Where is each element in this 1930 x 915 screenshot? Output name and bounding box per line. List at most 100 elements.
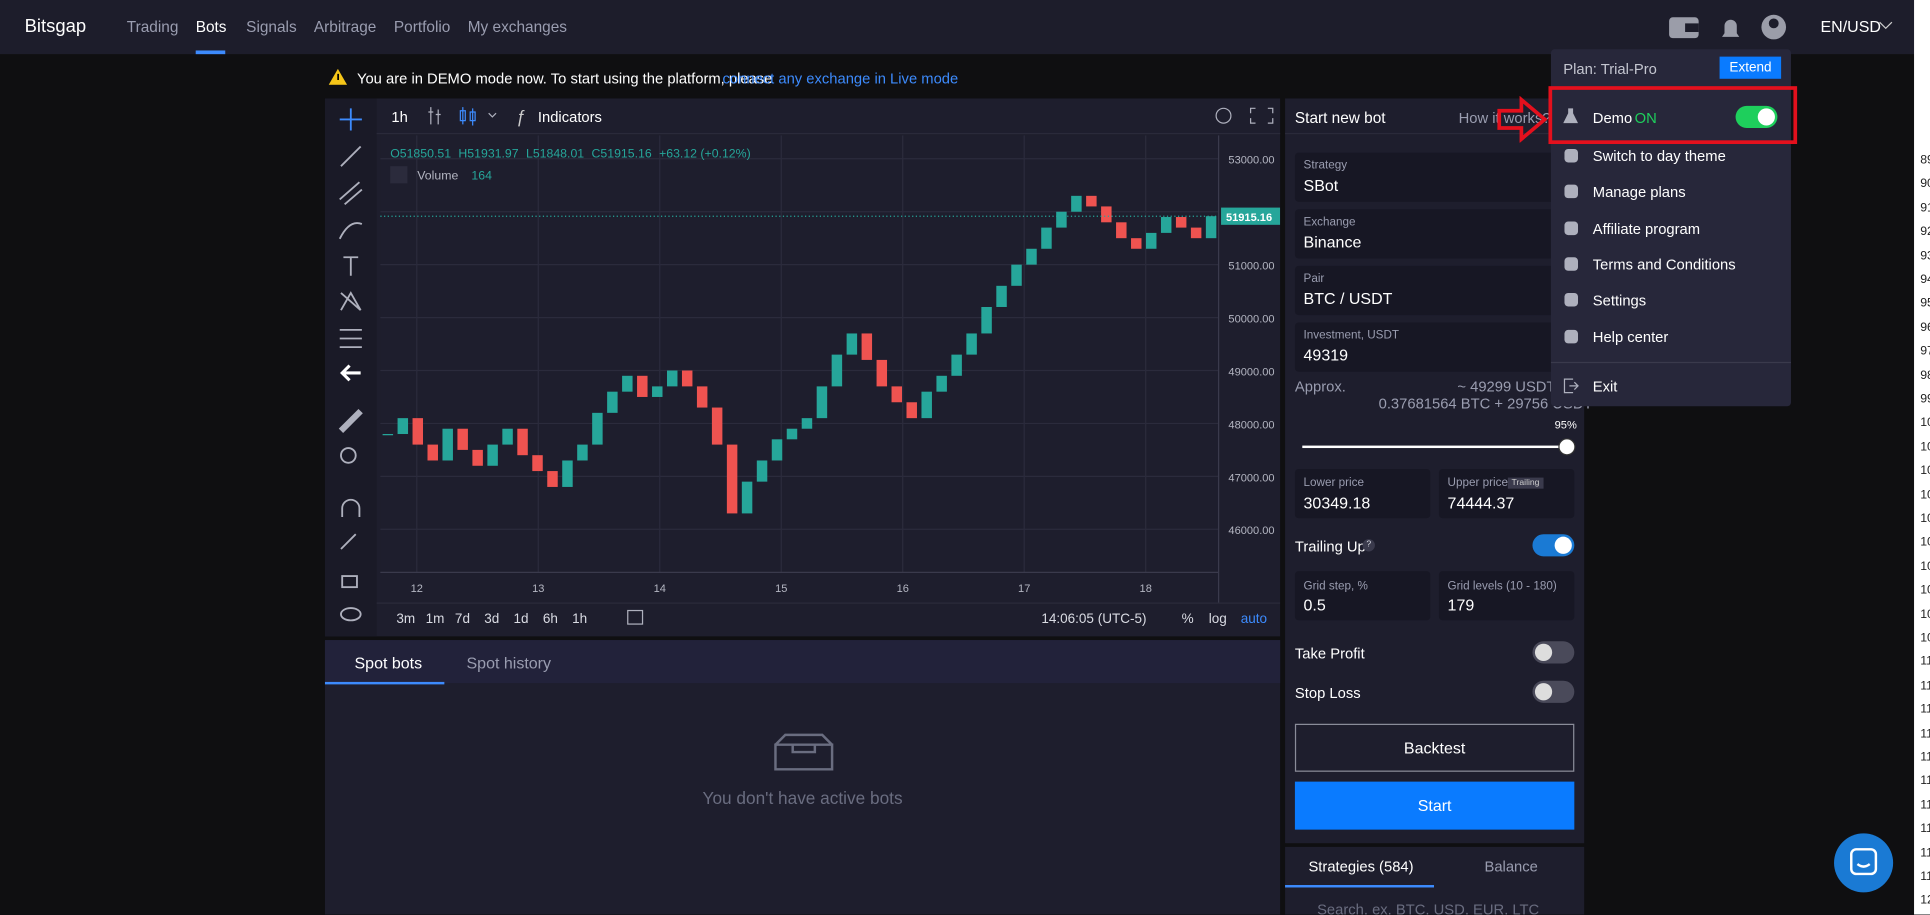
eye-tool[interactable] <box>340 607 362 622</box>
text-tool[interactable] <box>343 256 359 276</box>
nav-item[interactable]: Bots <box>195 18 227 36</box>
highlight-arrow <box>1497 96 1548 143</box>
zoom-tool[interactable] <box>340 447 357 464</box>
range-button: 7d <box>455 611 470 626</box>
side-number: 104 <box>1920 512 1930 526</box>
lock-tool[interactable] <box>341 575 358 589</box>
lock-draw-tool[interactable] <box>340 533 357 550</box>
nav-item[interactable]: Arbitrage <box>313 18 377 36</box>
slider-thumb[interactable] <box>1558 438 1576 456</box>
strategies-tab[interactable]: Strategies (584) <box>1308 857 1414 876</box>
back-tool[interactable] <box>340 364 361 382</box>
price-chart: 46000.00 47000.00 48000.00 49000.00 50000.00… <box>376 135 1281 626</box>
field-box[interactable] <box>1294 152 1575 202</box>
profile-head <box>1768 18 1779 29</box>
banner-text: You are in DEMO mode now. To start using… <box>356 70 773 88</box>
candle <box>622 375 633 392</box>
side-number: 91 <box>1920 201 1930 216</box>
field-box[interactable] <box>1294 209 1575 259</box>
side-number: 102 <box>1920 464 1930 478</box>
side-number: 94 <box>1920 273 1930 287</box>
range-button: 3d <box>484 611 499 626</box>
interval-button[interactable]: 1h <box>391 108 408 126</box>
ohlc-label: C51915.16 <box>592 147 652 161</box>
banner-link[interactable]: connect any exchange in Live mode <box>722 70 959 88</box>
balance-tab[interactable]: Balance <box>1484 857 1538 876</box>
field-box[interactable] <box>1294 322 1575 372</box>
side-number: 96 <box>1920 321 1930 335</box>
menu-item[interactable]: Settings <box>1592 291 1647 310</box>
ohlc-label: O51850.51 <box>390 147 451 161</box>
ruler-tool[interactable] <box>338 408 363 433</box>
crosshair-tool[interactable] <box>339 108 362 131</box>
nav-item[interactable]: Portfolio <box>393 18 451 36</box>
y-tick-label: 49000.00 <box>1228 366 1274 378</box>
magnet-tool[interactable] <box>341 498 361 517</box>
bar-style[interactable] <box>428 107 441 125</box>
candle-style[interactable] <box>459 107 476 126</box>
tp-toggle[interactable] <box>1532 641 1575 664</box>
tab[interactable]: Spot history <box>466 653 552 673</box>
trailing-toggle[interactable] <box>1532 534 1575 557</box>
brand[interactable]: Bitsgap <box>24 16 87 37</box>
candle <box>696 386 708 408</box>
nav-item[interactable]: Signals <box>246 18 297 36</box>
y-tick-label: 46000.00 <box>1228 525 1274 537</box>
menu-item[interactable]: Help center <box>1592 328 1669 346</box>
candle <box>1160 217 1172 233</box>
candle <box>1086 195 1097 207</box>
pattern-tool[interactable] <box>340 291 362 311</box>
locale[interactable]: EN/USD <box>1820 17 1881 36</box>
brush-tool[interactable] <box>338 222 363 240</box>
chat-button[interactable] <box>1834 833 1894 893</box>
x-tick-label: 17 <box>1018 583 1030 595</box>
indicators-button[interactable]: Indicators <box>537 108 602 126</box>
demo-label: Demo <box>1592 109 1633 127</box>
nav-item[interactable]: My exchanges <box>467 18 567 36</box>
fullscreen-icon[interactable] <box>1249 107 1274 124</box>
x-tick-label: 13 <box>532 583 544 595</box>
step-box[interactable] <box>1294 571 1431 621</box>
levels-box[interactable] <box>1438 571 1575 621</box>
tab-underline <box>1285 885 1434 888</box>
candle <box>1056 211 1067 228</box>
demo-toggle[interactable] <box>1735 105 1778 129</box>
highlight-box <box>1548 86 1798 145</box>
side-number: 110 <box>1920 655 1930 669</box>
help-icon[interactable]: ? <box>1362 539 1375 552</box>
upper-box[interactable] <box>1438 468 1575 519</box>
menu-icon <box>1564 329 1579 343</box>
candle <box>487 444 498 466</box>
help-link[interactable]: How it works? <box>1458 109 1551 127</box>
field-box[interactable] <box>1294 265 1575 316</box>
lower-value: 30349.18 <box>1303 493 1371 513</box>
tab-active[interactable]: Spot bots <box>354 653 423 673</box>
percent-label: 95% <box>1554 418 1577 431</box>
gear-icon[interactable] <box>1215 107 1232 124</box>
menu-item[interactable]: Affiliate program <box>1592 219 1701 238</box>
candle <box>652 386 663 397</box>
approx-total: ~ 49299 USDT <box>1457 377 1556 396</box>
backtest-button[interactable]: Backtest <box>1294 723 1575 772</box>
menu-item[interactable]: Switch to day theme <box>1592 147 1726 165</box>
wallet-icon[interactable] <box>1669 17 1699 39</box>
style-caret[interactable] <box>488 112 497 118</box>
menu-item[interactable]: Terms and Conditions <box>1592 255 1736 274</box>
search-input[interactable]: Search, ex. BTC, USD, EUR, LTC <box>1317 901 1540 915</box>
empty-icon <box>774 733 834 771</box>
lower-box[interactable] <box>1294 468 1431 519</box>
fork-tool[interactable] <box>339 181 363 206</box>
fib-tool[interactable] <box>339 328 362 349</box>
candle <box>1071 195 1082 212</box>
last-price-tag <box>1221 207 1281 225</box>
nav-item[interactable]: Trading <box>126 18 179 36</box>
line-tool[interactable] <box>340 145 362 167</box>
field-label: Exchange <box>1303 215 1356 229</box>
menu-item[interactable]: Manage plans <box>1592 183 1686 202</box>
bell-icon[interactable] <box>1722 19 1740 37</box>
time-label: 14:06:05 (UTC-5) <box>1041 611 1146 626</box>
start-button[interactable]: Start <box>1294 781 1575 830</box>
sl-toggle[interactable] <box>1532 680 1575 703</box>
extend-button[interactable]: Extend <box>1719 56 1782 79</box>
exit-item[interactable]: Exit <box>1592 377 1618 396</box>
